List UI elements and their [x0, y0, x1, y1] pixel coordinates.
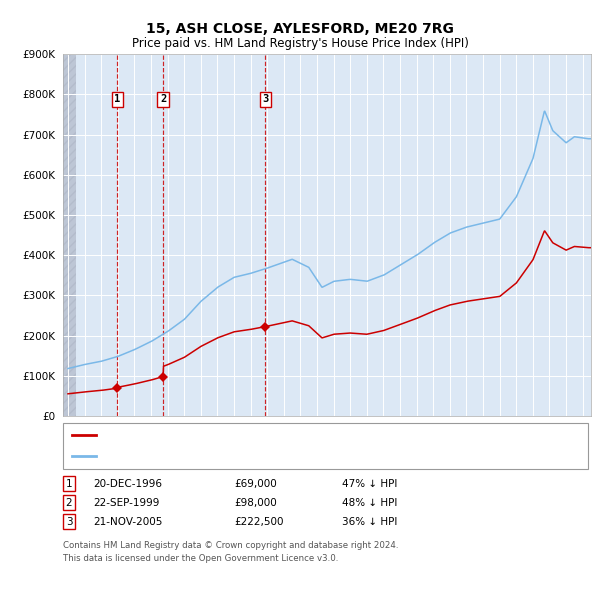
- Text: 3: 3: [262, 94, 269, 104]
- Text: 1: 1: [114, 94, 121, 104]
- Text: £69,000: £69,000: [234, 479, 277, 489]
- Text: 15, ASH CLOSE, AYLESFORD, ME20 7RG: 15, ASH CLOSE, AYLESFORD, ME20 7RG: [146, 22, 454, 37]
- Text: £222,500: £222,500: [234, 517, 284, 526]
- Text: Price paid vs. HM Land Registry's House Price Index (HPI): Price paid vs. HM Land Registry's House …: [131, 37, 469, 50]
- Bar: [63, 54, 76, 416]
- Text: 2: 2: [65, 498, 73, 507]
- Text: 22-SEP-1999: 22-SEP-1999: [93, 498, 160, 507]
- Text: 20-DEC-1996: 20-DEC-1996: [93, 479, 162, 489]
- Text: Contains HM Land Registry data © Crown copyright and database right 2024.: Contains HM Land Registry data © Crown c…: [63, 541, 398, 550]
- Text: HPI: Average price, detached house, Tonbridge and Malling: HPI: Average price, detached house, Tonb…: [102, 451, 425, 461]
- Text: 47% ↓ HPI: 47% ↓ HPI: [342, 479, 397, 489]
- Text: £98,000: £98,000: [234, 498, 277, 507]
- Text: 2: 2: [160, 94, 166, 104]
- Text: 1: 1: [65, 479, 73, 489]
- Text: 21-NOV-2005: 21-NOV-2005: [93, 517, 163, 526]
- Text: This data is licensed under the Open Government Licence v3.0.: This data is licensed under the Open Gov…: [63, 554, 338, 563]
- Text: 48% ↓ HPI: 48% ↓ HPI: [342, 498, 397, 507]
- Text: 36% ↓ HPI: 36% ↓ HPI: [342, 517, 397, 526]
- Text: 15, ASH CLOSE, AYLESFORD, ME20 7RG (detached house): 15, ASH CLOSE, AYLESFORD, ME20 7RG (deta…: [102, 431, 419, 440]
- Text: 3: 3: [65, 517, 73, 526]
